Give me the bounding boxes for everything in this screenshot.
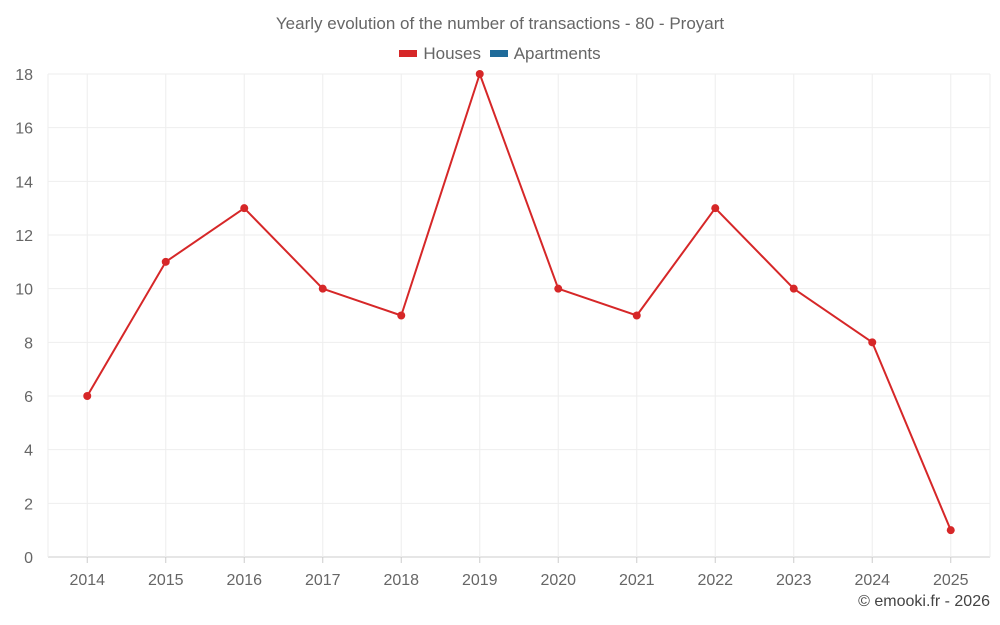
legend-item-houses[interactable]: Houses bbox=[399, 44, 481, 64]
x-tick-label: 2015 bbox=[148, 572, 184, 589]
y-tick-label: 4 bbox=[24, 443, 33, 460]
data-point-houses bbox=[554, 284, 563, 293]
x-tick-label: 2019 bbox=[462, 572, 498, 589]
y-tick-label: 14 bbox=[15, 174, 33, 191]
x-tick-label: 2018 bbox=[383, 572, 419, 589]
data-point-houses bbox=[711, 204, 720, 213]
x-tick-label: 2023 bbox=[776, 572, 812, 589]
series-line-houses bbox=[86, 73, 952, 531]
x-tick-label: 2021 bbox=[619, 572, 655, 589]
y-tick-label: 12 bbox=[15, 228, 33, 245]
y-tick-label: 16 bbox=[15, 121, 33, 138]
data-point-houses bbox=[475, 70, 484, 78]
data-point-houses bbox=[240, 204, 249, 213]
data-point-houses bbox=[318, 284, 327, 293]
x-tick-label: 2020 bbox=[540, 572, 576, 589]
y-tick-label: 10 bbox=[15, 282, 33, 299]
y-tick-label: 0 bbox=[24, 550, 33, 567]
data-point-houses bbox=[868, 338, 877, 347]
x-tick-label: 2022 bbox=[697, 572, 733, 589]
legend-label-apartments: Apartments bbox=[513, 44, 601, 63]
y-tick-label: 8 bbox=[24, 335, 33, 352]
data-point-houses bbox=[789, 284, 798, 293]
x-tick-label: 2025 bbox=[933, 572, 969, 589]
legend: Houses Apartments bbox=[0, 44, 1000, 64]
data-point-houses bbox=[83, 392, 92, 400]
y-tick-label: 2 bbox=[24, 496, 33, 513]
data-point-houses bbox=[161, 257, 170, 266]
y-tick-label: 18 bbox=[15, 67, 33, 84]
data-point-houses bbox=[632, 311, 641, 320]
y-tick-label: 6 bbox=[24, 389, 33, 406]
credit-text: © emooki.fr - 2026 bbox=[858, 593, 990, 610]
data-point-houses bbox=[397, 311, 406, 320]
x-tick-label: 2014 bbox=[69, 572, 105, 589]
data-point-houses bbox=[946, 526, 955, 535]
x-tick-label: 2024 bbox=[854, 572, 890, 589]
legend-swatch-apartments bbox=[489, 50, 508, 58]
legend-swatch-houses bbox=[399, 50, 418, 58]
chart-title: Yearly evolution of the number of transa… bbox=[275, 14, 725, 33]
x-tick-label: 2016 bbox=[226, 572, 262, 589]
legend-item-apartments[interactable]: Apartments bbox=[489, 44, 601, 64]
x-tick-label: 2017 bbox=[305, 572, 341, 589]
legend-label-houses: Houses bbox=[423, 44, 481, 63]
